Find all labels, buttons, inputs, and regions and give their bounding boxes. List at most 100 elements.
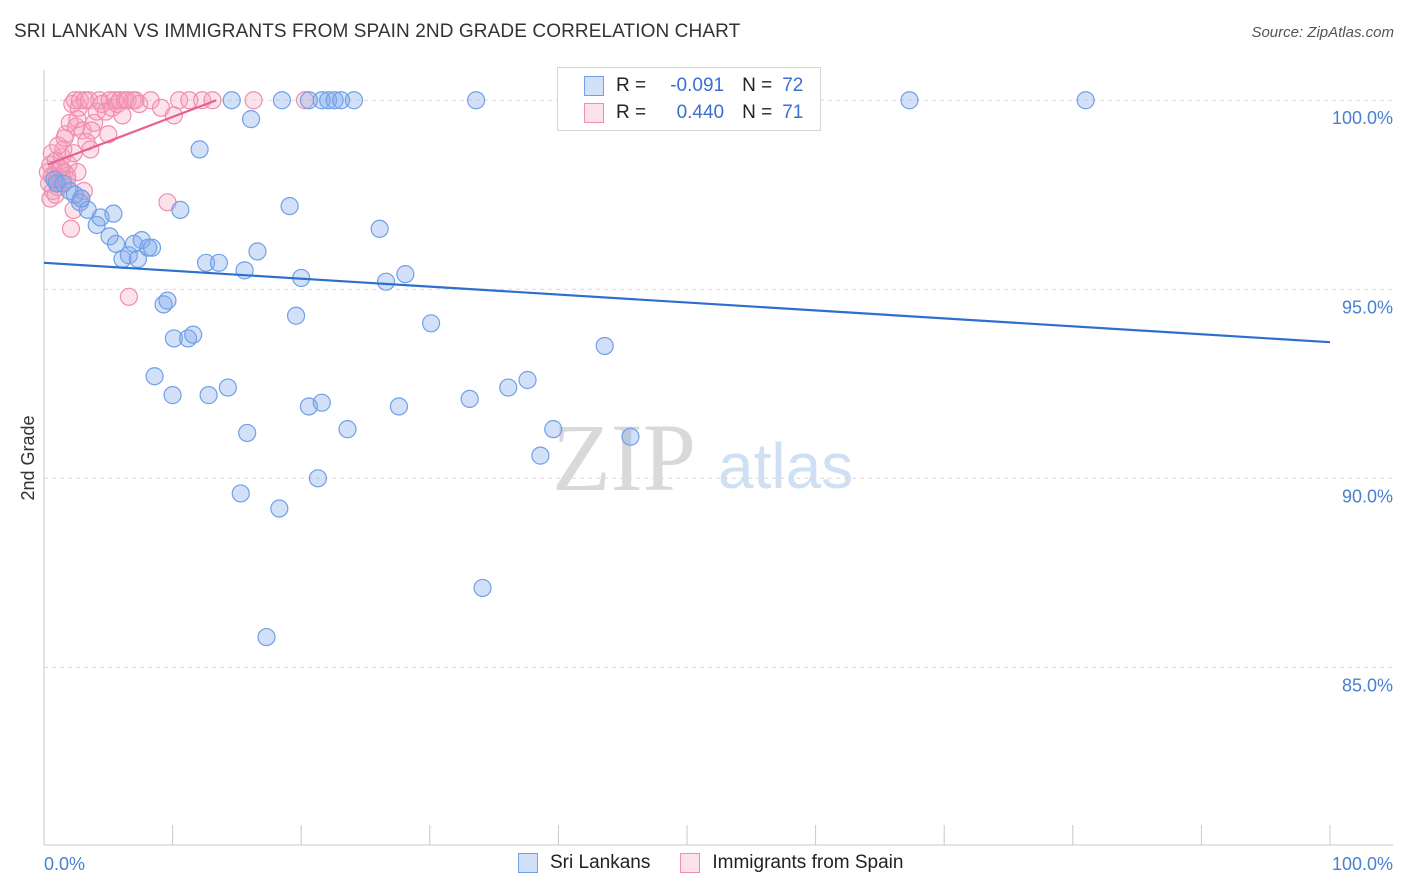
sri-lankans-point [158, 291, 177, 310]
immigrants-from-spain-point [244, 91, 263, 110]
y-axis-label: 2nd Grade [18, 415, 38, 500]
stats-legend: R = -0.091 N = 72 R = 0.440 N = 71 [557, 67, 821, 131]
immigrants-from-spain-point [55, 128, 74, 148]
r-value: 0.440 [676, 102, 725, 123]
sri-lankans-point [299, 91, 319, 110]
sri-lankans-point [171, 200, 190, 219]
sri-lankans-point [466, 91, 486, 110]
n-value: 72 [782, 75, 804, 96]
sri-lankans-point [331, 91, 351, 110]
legend-label: Immigrants from Spain [712, 852, 904, 873]
sri-lankans-point [270, 499, 289, 518]
x-tick-label-min: 0.0% [44, 854, 85, 874]
sri-lankans-point [106, 234, 126, 254]
sri-lankans-point [72, 189, 91, 208]
sri-lankans-point [145, 367, 164, 386]
legend-item-immigrants-from-spain[interactable]: Immigrants from Spain [680, 852, 903, 874]
sri-lankans-point [325, 91, 344, 110]
n-value: 71 [782, 102, 804, 123]
sri-lankans-point [218, 378, 237, 397]
pink-swatch-icon [680, 853, 701, 873]
series-immigrants-from-spain [38, 91, 315, 306]
immigrants-from-spain-point [141, 91, 160, 110]
immigrants-from-spain-point [130, 94, 149, 114]
r-value: -0.091 [670, 75, 725, 96]
blue-swatch-icon [518, 853, 538, 873]
sri-lankans-point [621, 427, 640, 446]
series-legend: Sri Lankans Immigrants from Spain [518, 852, 933, 874]
sri-lankans-point [421, 314, 441, 333]
sri-lankans-point [460, 389, 479, 409]
sri-lankans-point [139, 238, 158, 257]
x-ticks [43, 825, 1331, 845]
legend-row-sri-lankans: R = -0.091 N = 72 [584, 73, 803, 99]
sri-lankans-point [308, 469, 328, 488]
r-label: R = [616, 102, 647, 123]
sri-lankans-point [231, 484, 250, 503]
sri-lankans-point [499, 378, 518, 397]
sri-lankans-point [238, 423, 257, 443]
sri-lankans-point [142, 238, 162, 257]
sri-lankans-point [132, 231, 151, 250]
legend-label: Sri Lankans [550, 852, 651, 873]
immigrants-from-spain-point [113, 106, 132, 125]
immigrants-from-spain-point [49, 136, 68, 155]
y-tick-label: 90.0% [1342, 486, 1393, 506]
sri-lankans-point [257, 627, 276, 647]
immigrants-from-spain-point [180, 91, 199, 110]
sri-lankans-point [199, 386, 218, 405]
sri-lankans-point [286, 306, 306, 325]
sri-lankans-point [54, 174, 73, 193]
sri-lankans-point [119, 246, 138, 265]
sri-lankans-point [280, 196, 299, 216]
r-label: R = [616, 75, 647, 96]
watermark-zip: ZIP [552, 404, 696, 511]
trend-line-immigrants-from-spain [47, 99, 217, 166]
watermark: ZIP atlas [552, 404, 853, 511]
immigrants-from-spain-point [169, 91, 189, 110]
sri-lankans-point [272, 91, 292, 110]
source-label: Source: ZipAtlas.com [1251, 24, 1394, 41]
legend-item-sri-lankans[interactable]: Sri Lankans [518, 852, 650, 874]
sri-lankans-point [196, 253, 216, 272]
sri-lankans-point [473, 578, 492, 598]
sri-lankans-point [376, 272, 396, 291]
sri-lankans-point [184, 325, 203, 344]
x-tick-label-max: 100.0% [1332, 854, 1393, 874]
sri-lankans-point [164, 329, 183, 348]
sri-lankans-point [222, 91, 241, 110]
y-tick-label: 100.0% [1332, 108, 1393, 128]
sri-lankans-point [370, 219, 389, 238]
sri-lankans-point [241, 110, 261, 129]
y-tick-labels: 85.0% 90.0% 95.0% 100.0% [1332, 108, 1393, 695]
sri-lankans-point [338, 420, 357, 439]
immigrants-from-spain-point [118, 91, 137, 110]
series-sri-lankans [45, 91, 1095, 647]
trend-line-sri-lankans [43, 261, 1331, 344]
sri-lankans-point [319, 91, 338, 110]
immigrants-from-spain-point [110, 91, 129, 110]
pink-swatch-icon [584, 103, 604, 123]
sri-lankans-point [209, 253, 228, 272]
immigrants-from-spain-point [68, 162, 87, 182]
sri-lankans-point [248, 242, 267, 261]
immigrants-from-spain-point [203, 91, 222, 110]
sri-lankans-point [1076, 91, 1095, 110]
sri-lankans-point [544, 420, 563, 439]
sri-lankans-point [104, 204, 123, 223]
sri-lankans-point [389, 397, 409, 416]
trend-lines [43, 99, 1331, 344]
y-tick-label: 95.0% [1342, 297, 1393, 317]
n-label: N = [742, 75, 773, 96]
sri-lankans-point [595, 336, 614, 356]
sri-lankans-point [163, 386, 182, 405]
immigrants-from-spain-point [82, 121, 101, 140]
sri-lankans-point [312, 393, 331, 412]
legend-row-immigrants-from-spain: R = 0.440 N = 71 [584, 100, 803, 126]
immigrants-from-spain-point [119, 287, 138, 306]
y-tick-label: 85.0% [1342, 675, 1393, 695]
gridlines [44, 99, 1393, 668]
sri-lankans-point [312, 91, 331, 110]
sri-lankans-point [531, 446, 550, 465]
